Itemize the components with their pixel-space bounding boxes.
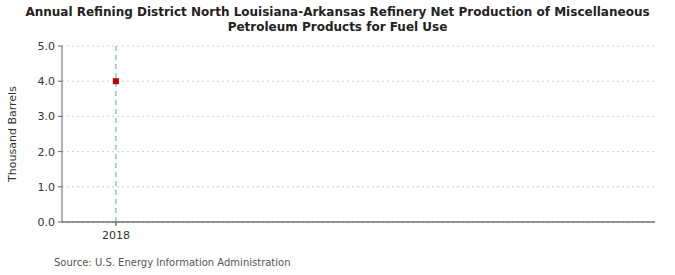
y-tick-label: 2.0 xyxy=(38,146,56,159)
x-axis xyxy=(62,222,655,223)
y-tick xyxy=(58,222,62,223)
y-tick xyxy=(58,151,62,152)
title-line: Annual Refining District North Louisiana… xyxy=(25,5,649,19)
grid xyxy=(62,46,655,222)
y-tick xyxy=(58,116,62,117)
y-axis xyxy=(62,46,63,222)
y-tick-label: 3.0 xyxy=(38,110,56,123)
y-tick xyxy=(58,186,62,187)
y-tick xyxy=(58,46,62,47)
source-note: Source: U.S. Energy Information Administ… xyxy=(54,257,291,268)
grid-line xyxy=(62,222,655,223)
grid-line xyxy=(62,186,655,187)
y-tick xyxy=(58,81,62,82)
point xyxy=(113,78,119,84)
grid-line xyxy=(62,151,655,152)
y-tick-label: 0.0 xyxy=(38,216,56,229)
chart-svg: Annual Refining District North Louisiana… xyxy=(0,0,675,275)
y-tick-label: 1.0 xyxy=(38,181,56,194)
grid-line xyxy=(62,116,655,117)
title-line: Petroleum Products for Fuel Use xyxy=(228,20,448,34)
grid-line xyxy=(62,81,655,82)
title: Annual Refining District North Louisiana… xyxy=(25,5,649,34)
y-tick-label: 5.0 xyxy=(38,40,56,53)
y-tick-label: 4.0 xyxy=(38,75,56,88)
y-axis-label: Thousand Barrels xyxy=(6,86,19,183)
reference-line xyxy=(115,46,116,222)
x-tick-label: 2018 xyxy=(102,229,130,242)
marks xyxy=(113,46,119,222)
grid-line xyxy=(62,46,655,47)
x-tick xyxy=(115,222,116,226)
chart-container: Annual Refining District North Louisiana… xyxy=(0,0,675,275)
